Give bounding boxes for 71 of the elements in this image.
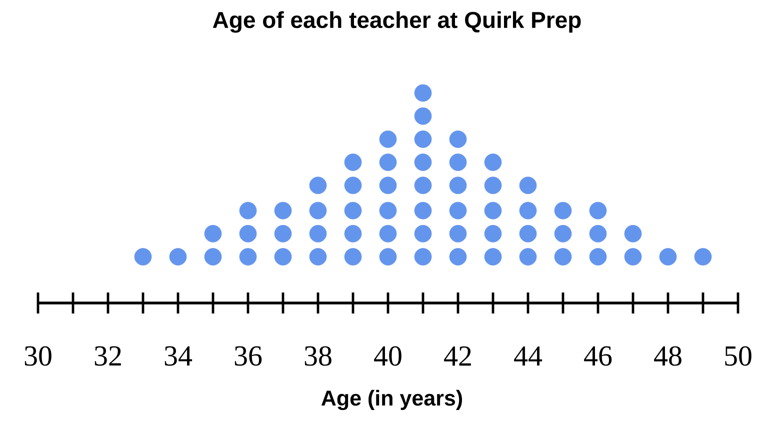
point — [449, 154, 467, 171]
x-tick-label: 40 — [374, 346, 402, 366]
point — [414, 248, 432, 266]
point — [624, 248, 642, 266]
point — [484, 248, 502, 266]
point — [659, 248, 677, 266]
x-tick-label: 34 — [164, 346, 192, 366]
point — [449, 130, 467, 148]
point — [379, 176, 397, 194]
point — [379, 248, 397, 266]
point — [414, 154, 432, 171]
x-tick-label: 36 — [234, 346, 262, 366]
point — [309, 176, 327, 194]
point — [694, 248, 712, 266]
point — [414, 107, 432, 125]
point — [169, 248, 187, 266]
point — [449, 176, 467, 194]
point — [414, 176, 432, 194]
point — [519, 248, 537, 266]
point — [204, 248, 222, 266]
point — [484, 202, 502, 220]
point — [519, 176, 537, 194]
point — [554, 248, 572, 266]
point — [344, 154, 362, 171]
point — [484, 224, 502, 242]
point — [589, 248, 607, 266]
point — [344, 224, 362, 242]
point — [379, 154, 397, 171]
point — [484, 154, 502, 171]
point — [414, 130, 432, 148]
x-tick-label: 42 — [444, 346, 471, 366]
x-tick-label: 46 — [584, 346, 612, 366]
x-axis-title: Age (in years) — [321, 390, 462, 410]
point — [239, 248, 257, 266]
point — [344, 202, 362, 220]
point — [519, 224, 537, 242]
point — [624, 224, 642, 242]
point — [309, 248, 327, 266]
point — [589, 224, 607, 242]
point — [379, 130, 397, 148]
point — [379, 224, 397, 242]
x-tick-label: 50 — [725, 346, 752, 366]
point — [309, 224, 327, 242]
point — [309, 202, 327, 220]
point — [274, 202, 292, 220]
point — [554, 202, 572, 220]
point — [449, 248, 467, 266]
point — [414, 202, 432, 220]
point — [414, 224, 432, 242]
point — [344, 248, 362, 266]
point — [589, 202, 607, 220]
point — [449, 202, 467, 220]
x-tick-label: 32 — [94, 346, 121, 366]
point — [379, 202, 397, 220]
point — [274, 248, 292, 266]
point — [484, 176, 502, 194]
x-tick-label: 30 — [24, 346, 52, 366]
chart-title: Age of each teacher at Quirk Prep — [212, 11, 581, 33]
point — [449, 224, 467, 242]
x-tick-label: 38 — [304, 346, 332, 366]
point — [204, 224, 222, 242]
point — [554, 224, 572, 242]
x-tick-label: 48 — [654, 346, 682, 366]
x-tick-label: 44 — [514, 346, 542, 366]
point — [239, 202, 257, 220]
point — [239, 224, 257, 242]
point — [519, 202, 537, 220]
point — [274, 224, 292, 242]
point — [344, 176, 362, 194]
point — [134, 248, 152, 266]
point — [414, 84, 432, 102]
